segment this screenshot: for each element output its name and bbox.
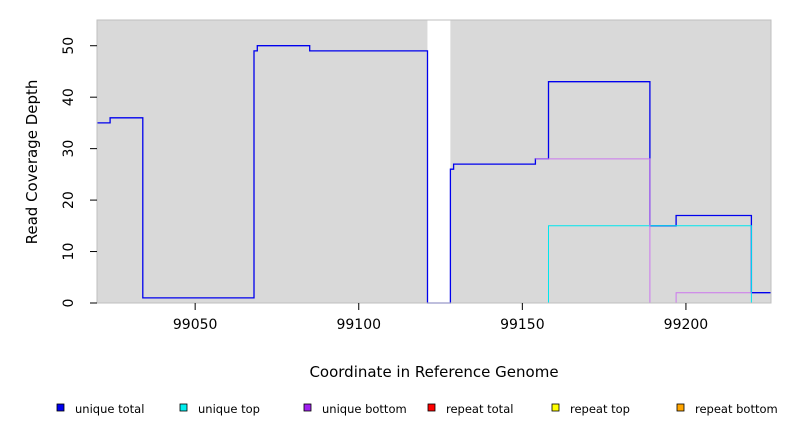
x-tick-label: 99150 bbox=[500, 317, 545, 333]
plot-frame bbox=[96, 19, 772, 304]
legend-swatch bbox=[179, 403, 188, 412]
legend-swatch bbox=[427, 403, 436, 412]
gap-region-0 bbox=[427, 20, 451, 303]
x-tick-label: 99050 bbox=[173, 317, 218, 333]
legend-item-repeat-total: repeat total bbox=[427, 402, 513, 416]
legend: unique total unique top unique bottom repea… bbox=[56, 402, 778, 416]
legend-swatch bbox=[551, 403, 560, 412]
legend-item-repeat-bottom: repeat bottom bbox=[676, 402, 778, 416]
x-axis: 99050 99100 99150 99200 bbox=[173, 303, 708, 333]
y-tick-label: 0 bbox=[61, 299, 77, 308]
legend-label: repeat bottom bbox=[695, 402, 778, 416]
gap-regions bbox=[427, 20, 451, 303]
legend-label: unique bottom bbox=[322, 402, 407, 416]
legend-item-unique-top: unique top bbox=[179, 402, 260, 416]
y-axis: 0 10 20 30 40 50 bbox=[61, 37, 97, 308]
legend-swatch bbox=[56, 403, 65, 412]
legend-label: repeat top bbox=[570, 402, 630, 416]
legend-label: repeat total bbox=[446, 402, 513, 416]
y-axis-title: Read Coverage Depth bbox=[23, 80, 41, 245]
legend-item-repeat-top: repeat top bbox=[551, 402, 630, 416]
y-tick-label: 10 bbox=[61, 243, 77, 261]
y-tick-label: 40 bbox=[61, 88, 77, 106]
x-axis-title: Coordinate in Reference Genome bbox=[309, 363, 558, 381]
y-tick-label: 20 bbox=[61, 191, 77, 209]
legend-label: unique top bbox=[198, 402, 260, 416]
legend-swatch bbox=[676, 403, 685, 412]
y-tick-label: 50 bbox=[61, 37, 77, 55]
y-tick-label: 30 bbox=[61, 140, 77, 158]
legend-label: unique total bbox=[75, 402, 144, 416]
legend-item-unique-bottom: unique bottom bbox=[303, 402, 407, 416]
x-tick-label: 99100 bbox=[336, 317, 381, 333]
legend-swatch bbox=[303, 403, 312, 412]
x-tick-label: 99200 bbox=[664, 317, 709, 333]
legend-item-unique-total: unique total bbox=[56, 402, 144, 416]
